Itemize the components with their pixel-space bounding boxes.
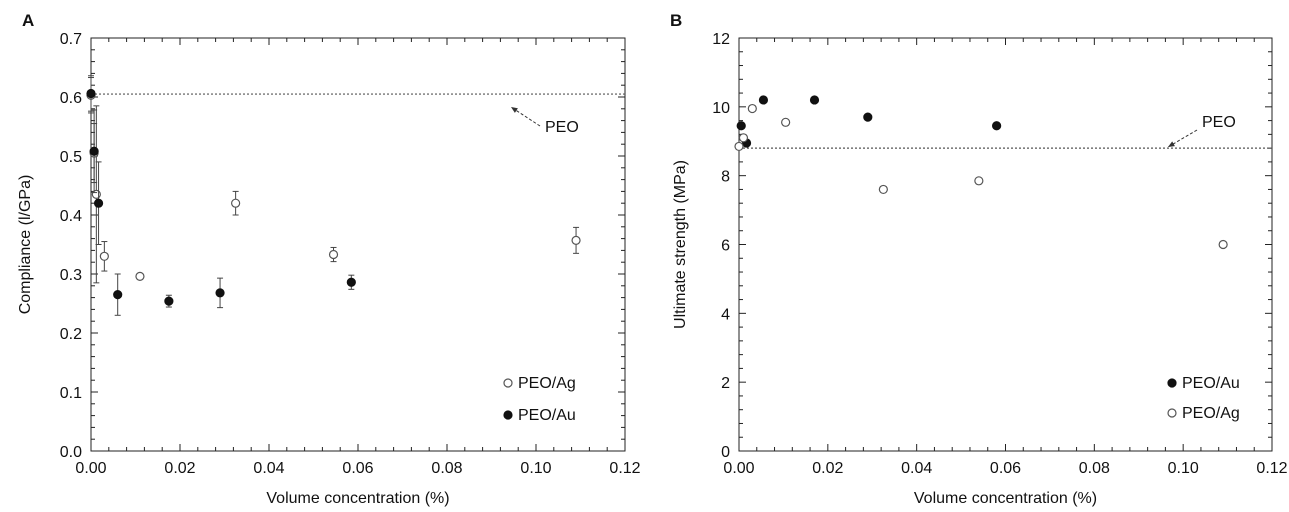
panel-a-xtick-label: 0.12: [609, 460, 640, 477]
panel-a-ytick-label: 0.2: [60, 326, 82, 343]
panel-b-legend-label-peo-au: PEO/Au: [1182, 375, 1240, 392]
panel-a-xtick-label: 0.02: [164, 460, 195, 477]
panel-a-xtick-label: 0.06: [342, 460, 373, 477]
panel-b-peo-au-point: [809, 95, 820, 105]
panel-a-peo-au-point: [93, 198, 104, 208]
panel-b-peo-ag-point: [747, 103, 757, 114]
panel-b-peo-ag-point: [878, 184, 888, 195]
panel-a-peo-au-point: [86, 88, 96, 99]
panel-a-x-axis-label: Volume concentration (%): [266, 490, 449, 507]
panel-a-xtick-label: 0.10: [520, 460, 551, 477]
panel-a-peo-ag-point: [135, 271, 145, 281]
panel-a-xtick-label: 0.08: [431, 460, 462, 477]
panel-b-ytick-label: 8: [721, 169, 730, 186]
panel-a-reference-arrow: [510, 106, 541, 127]
panel-a-peo-ag-point: [99, 251, 109, 261]
panel-b-peo-ag-point: [974, 176, 984, 186]
panel-b-peo-ag-point: [738, 133, 749, 143]
panel-b-xtick-label: 0.00: [723, 460, 754, 477]
panel-b-y-axis-label: Ultimate strength (MPa): [672, 160, 689, 329]
panel-a-y-axis-label: Compliance (l/GPa): [17, 175, 34, 315]
panel-a-legend-label-peo-ag: PEO/Ag: [518, 375, 576, 392]
panel-b-xtick-label: 0.02: [812, 460, 843, 477]
panel-a-reference-arrowhead: [511, 107, 518, 113]
panel-b-ytick-label: 10: [712, 100, 730, 117]
panel-a-xtick-label: 0.04: [253, 460, 284, 477]
panel-b-ytick-label: 4: [721, 306, 730, 323]
panel-b-ytick-label: 0: [721, 444, 730, 461]
panel-b-peo-ag-point: [781, 117, 791, 127]
panel-b-reference-arrow: [1167, 129, 1198, 148]
panel-a-xtick-label: 0.00: [75, 460, 106, 477]
panel-b-xtick-label: 0.06: [990, 460, 1021, 477]
panel-a-legend-label-peo-au: PEO/Au: [518, 407, 576, 424]
panel-b-legend-marker-peo-ag: [1167, 408, 1177, 418]
panel-b-xtick-label: 0.04: [901, 460, 932, 477]
panel-a-ytick-label: 0.6: [60, 90, 82, 107]
panel-b-xtick-label: 0.12: [1256, 460, 1287, 477]
panel-a-peo-ag-point: [91, 189, 101, 199]
panel-a-legend-marker-peo-ag: [503, 378, 513, 388]
panel-b-ytick-label: 2: [721, 375, 730, 392]
panel-a-ytick-label: 0.1: [60, 385, 82, 402]
panel-b-xtick-label: 0.08: [1079, 460, 1110, 477]
panel-b-ytick-label: 6: [721, 238, 730, 255]
panel-b-reference-arrowhead: [1168, 141, 1175, 147]
panel-a-ytick-label: 0.7: [60, 31, 82, 48]
panel-b-letter: B: [670, 11, 682, 30]
panel-b-peo-au-point: [992, 121, 1002, 131]
panel-b-legend-label-peo-ag: PEO/Ag: [1182, 405, 1240, 422]
panel-a-peo-ag-point: [571, 235, 581, 245]
panel-a-ytick-label: 0.0: [60, 444, 82, 461]
panel-a-peo-au-point: [113, 290, 123, 300]
panel-a-peo-ag-point: [231, 198, 241, 208]
panel-a-ytick-label: 0.5: [60, 149, 82, 166]
panel-b-chart: B 0.00 0.02 0.04 0.06 0.08 0.10 0.12 0 2 4 6 8 10 12 Vo…: [670, 11, 1288, 507]
panel-a-letter: A: [22, 11, 34, 30]
panel-a-ytick-label: 0.4: [60, 208, 82, 225]
panel-b-xtick-label: 0.10: [1168, 460, 1199, 477]
panel-b-peo-au-point: [736, 121, 746, 131]
panel-b-x-axis-label: Volume concentration (%): [914, 490, 1097, 507]
panel-a-peo-au-point: [164, 296, 174, 306]
panel-b-peo-au-point: [863, 112, 873, 122]
panel-a-reference-label: PEO: [545, 119, 579, 136]
panel-a-peo-au-point: [215, 288, 225, 298]
panel-b-legend-marker-peo-au: [1167, 378, 1177, 388]
panel-b-peo-au-point: [758, 95, 769, 105]
panel-a-peo-au-point: [346, 277, 356, 287]
panel-b-peo-ag-point: [734, 141, 744, 152]
panel-b-ytick-label: 12: [712, 31, 730, 48]
panel-a-legend-marker-peo-au: [503, 410, 513, 420]
panel-b-peo-ag-point: [1218, 239, 1228, 250]
panel-a-peo-au-point: [89, 146, 99, 156]
panel-a-ytick-label: 0.3: [60, 267, 82, 284]
panel-a-peo-ag-point: [328, 249, 339, 260]
panel-b-reference-label: PEO: [1202, 114, 1236, 131]
panel-a-chart: A 0.00 0.02 0.04 0.06 0.08 0.10 0.12 0.0 0.1 0.2 0.…: [17, 11, 641, 507]
